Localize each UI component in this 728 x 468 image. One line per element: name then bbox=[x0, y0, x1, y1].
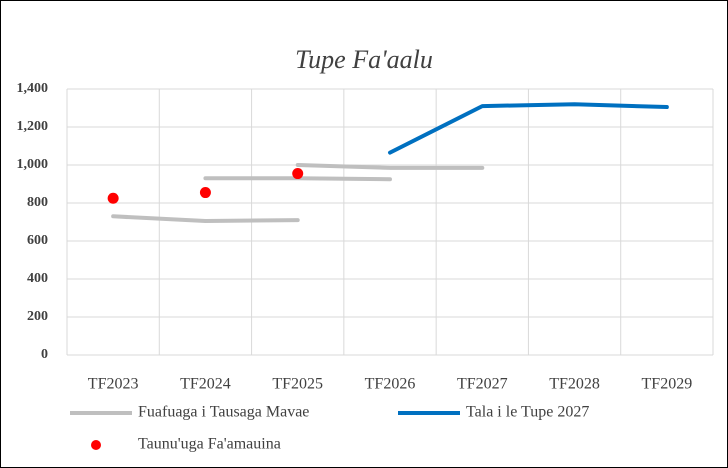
y-tick-label: 0 bbox=[41, 347, 48, 362]
legend-label: Fuafuaga i Tausaga Mavae bbox=[138, 404, 309, 421]
legend-label: Tala i le Tupe 2027 bbox=[466, 404, 589, 421]
legend-label: Taunu'uga Fa'amauina bbox=[138, 436, 281, 453]
series-line bbox=[111, 214, 300, 224]
y-tick-label: 1,000 bbox=[17, 157, 49, 172]
x-tick-label: TF2025 bbox=[272, 376, 323, 393]
x-tick-label: TF2029 bbox=[642, 376, 693, 393]
y-tick-label: 800 bbox=[27, 195, 48, 210]
marker bbox=[292, 168, 304, 180]
y-tick-label: 400 bbox=[27, 271, 48, 286]
chart-title: Tupe Fa'aalu bbox=[295, 45, 433, 74]
marker bbox=[107, 192, 119, 204]
x-tick-label: TF2028 bbox=[549, 376, 600, 393]
series-line bbox=[295, 163, 485, 170]
y-tick-label: 600 bbox=[27, 233, 48, 248]
x-tick-label: TF2027 bbox=[457, 376, 508, 393]
marker bbox=[199, 187, 211, 199]
x-tick-label: TF2024 bbox=[180, 376, 231, 393]
y-tick-label: 200 bbox=[27, 309, 48, 324]
legend-marker bbox=[91, 440, 101, 450]
y-tick-label: 1,400 bbox=[17, 81, 49, 96]
x-tick-label: TF2026 bbox=[365, 376, 416, 393]
x-tick-label: TF2023 bbox=[88, 376, 139, 393]
y-tick-label: 1,200 bbox=[17, 119, 49, 134]
series-line bbox=[388, 102, 669, 155]
